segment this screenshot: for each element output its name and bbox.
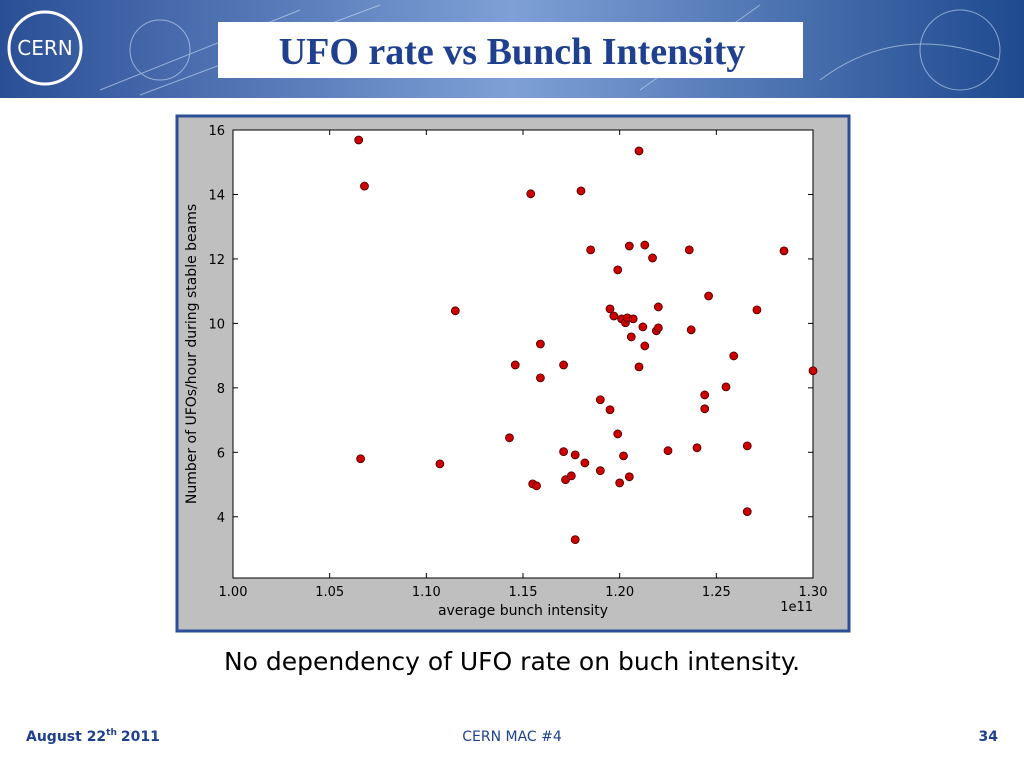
point bbox=[692, 443, 702, 453]
point bbox=[435, 459, 445, 469]
point bbox=[356, 454, 366, 464]
y-tick-label: 6 bbox=[217, 446, 225, 461]
y-tick-label: 16 bbox=[208, 124, 225, 139]
x-axis-label: average bunch intensity bbox=[438, 603, 608, 619]
point bbox=[605, 405, 615, 415]
point bbox=[586, 245, 596, 255]
x-tick-label: 1.15 bbox=[509, 585, 538, 600]
y-tick-label: 10 bbox=[208, 317, 225, 332]
point bbox=[605, 304, 615, 314]
point bbox=[559, 360, 568, 370]
x-tick-label: 1.10 bbox=[412, 585, 441, 600]
slide-title: UFO rate vs Bunch Intensity bbox=[279, 31, 746, 73]
point bbox=[354, 135, 364, 145]
point bbox=[619, 451, 628, 461]
x-offset-label: 1e11 bbox=[780, 600, 813, 615]
point bbox=[653, 302, 663, 312]
point bbox=[595, 466, 605, 476]
caption: No dependency of UFO rate on buch intens… bbox=[224, 647, 800, 676]
point bbox=[663, 446, 673, 456]
y-tick-label: 12 bbox=[208, 253, 225, 268]
x-tick-label: 1.30 bbox=[799, 585, 828, 600]
point bbox=[526, 189, 536, 199]
x-tick-label: 1.25 bbox=[702, 585, 731, 600]
point bbox=[505, 433, 514, 443]
point bbox=[634, 146, 644, 156]
footer-date-main: August 22 bbox=[26, 729, 106, 745]
point bbox=[613, 429, 623, 439]
y-tick-label: 4 bbox=[217, 511, 225, 526]
point bbox=[648, 253, 657, 263]
y-tick-label: 8 bbox=[217, 382, 225, 397]
y-tick-label: 14 bbox=[208, 188, 225, 203]
point bbox=[360, 181, 369, 191]
footer-date-sup: th bbox=[106, 728, 117, 738]
point bbox=[450, 306, 460, 316]
point bbox=[653, 323, 663, 333]
point bbox=[566, 471, 576, 481]
point bbox=[532, 481, 541, 491]
footer-date-year: 2011 bbox=[121, 729, 160, 745]
y-axis-label: Number of UFOs/hour during stable beams bbox=[184, 204, 200, 504]
point bbox=[752, 305, 762, 315]
point bbox=[700, 390, 710, 400]
point bbox=[686, 325, 696, 335]
point bbox=[779, 246, 789, 256]
point bbox=[615, 478, 625, 488]
point bbox=[729, 351, 739, 361]
plot-area bbox=[232, 129, 814, 579]
point bbox=[742, 507, 752, 517]
point bbox=[638, 322, 648, 332]
point bbox=[570, 450, 580, 460]
title-box bbox=[218, 22, 803, 78]
point bbox=[624, 472, 634, 482]
point bbox=[640, 240, 650, 250]
point bbox=[808, 366, 818, 376]
x-tick-label: 1.00 bbox=[219, 585, 248, 600]
point bbox=[742, 441, 752, 451]
footer-center: CERN MAC #4 bbox=[462, 729, 562, 745]
point bbox=[536, 339, 545, 349]
logo-ring bbox=[7, 10, 83, 86]
point bbox=[721, 382, 731, 392]
point bbox=[700, 404, 710, 414]
point bbox=[624, 241, 634, 251]
point bbox=[704, 291, 713, 301]
point bbox=[576, 186, 586, 196]
logo-text: CERN bbox=[17, 36, 72, 60]
point bbox=[510, 360, 520, 370]
point bbox=[570, 535, 580, 545]
point bbox=[580, 458, 590, 468]
point bbox=[536, 373, 545, 383]
point bbox=[559, 447, 568, 457]
point bbox=[595, 395, 605, 405]
point bbox=[613, 265, 623, 275]
page-number: 34 bbox=[979, 729, 999, 745]
footer-date: August 22th 2011 bbox=[26, 728, 160, 745]
point bbox=[628, 314, 638, 324]
point bbox=[634, 362, 644, 372]
point bbox=[609, 311, 619, 321]
x-tick-label: 1.05 bbox=[315, 585, 344, 600]
point bbox=[684, 245, 694, 255]
x-tick-label: 1.20 bbox=[605, 585, 634, 600]
point bbox=[626, 332, 636, 342]
point bbox=[640, 341, 650, 351]
